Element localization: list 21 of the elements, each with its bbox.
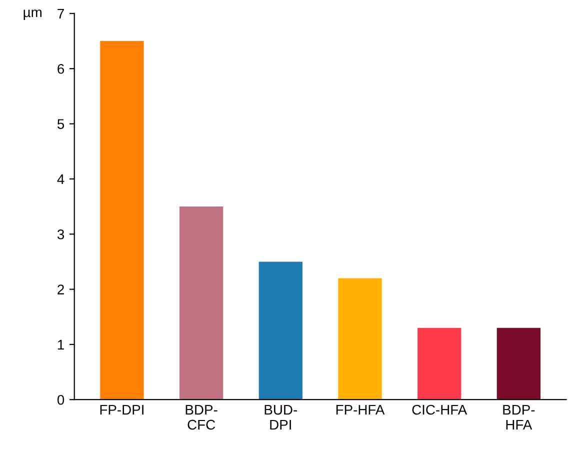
y-tick-label: 2 xyxy=(58,284,64,294)
y-tick-label: 6 xyxy=(58,64,64,74)
bar xyxy=(179,206,224,400)
y-axis-title: µm xyxy=(24,10,42,20)
bar xyxy=(338,278,382,400)
y-tick-label: 1 xyxy=(58,340,64,350)
y-tick-label: 3 xyxy=(57,229,64,240)
y-tick-label: 0 xyxy=(57,394,64,405)
bar xyxy=(100,41,144,400)
x-tick-label: BDP- HFA xyxy=(503,404,535,430)
bar xyxy=(496,328,540,400)
y-tick-label: 4 xyxy=(57,174,64,184)
bar xyxy=(258,262,302,400)
x-tick-label: FP-DPI xyxy=(100,404,144,415)
y-tick-label: 7 xyxy=(58,8,64,19)
bar xyxy=(418,328,462,400)
x-tick-label: FP-HFA xyxy=(336,404,385,415)
y-tick-label: 5 xyxy=(57,119,64,129)
x-tick-label: CIC-HFA xyxy=(412,404,468,415)
x-tick-label: BDP- CFC xyxy=(186,404,218,430)
x-tick-label: BUD- DPI xyxy=(264,404,298,430)
